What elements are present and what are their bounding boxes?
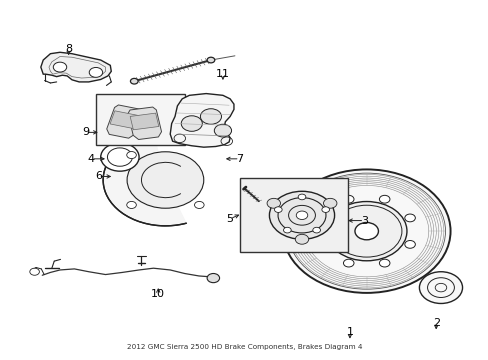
Circle shape [323, 198, 336, 208]
Circle shape [126, 201, 136, 208]
Text: 7: 7 [236, 154, 243, 164]
Text: 2012 GMC Sierra 2500 HD Brake Components, Brakes Diagram 4: 2012 GMC Sierra 2500 HD Brake Components… [126, 344, 362, 350]
Circle shape [298, 194, 305, 200]
Text: 1: 1 [346, 327, 353, 337]
Circle shape [53, 62, 66, 72]
Text: 4: 4 [87, 154, 95, 164]
Text: 8: 8 [65, 45, 72, 54]
Circle shape [30, 268, 40, 275]
Circle shape [214, 124, 231, 137]
Circle shape [200, 109, 221, 124]
Text: 2: 2 [432, 318, 439, 328]
Polygon shape [130, 113, 159, 130]
Polygon shape [106, 105, 142, 138]
Circle shape [130, 78, 138, 84]
Text: 3: 3 [360, 216, 367, 226]
Polygon shape [41, 52, 111, 82]
Circle shape [266, 198, 280, 208]
Bar [239, 178, 347, 252]
Circle shape [274, 207, 282, 212]
Text: 5: 5 [226, 214, 233, 224]
Circle shape [343, 195, 353, 203]
Text: 11: 11 [216, 69, 229, 79]
Polygon shape [110, 111, 140, 129]
Circle shape [343, 259, 353, 267]
Text: 9: 9 [81, 127, 89, 138]
Circle shape [419, 272, 462, 303]
Circle shape [404, 240, 414, 248]
Circle shape [282, 170, 449, 293]
Text: 10: 10 [151, 289, 165, 298]
Wedge shape [154, 132, 230, 225]
Circle shape [312, 227, 320, 233]
Text: 6: 6 [95, 171, 102, 181]
Polygon shape [170, 94, 233, 147]
Circle shape [194, 201, 203, 208]
Circle shape [127, 152, 203, 208]
Circle shape [89, 67, 102, 77]
Circle shape [295, 234, 308, 244]
Circle shape [101, 143, 139, 171]
Circle shape [379, 195, 389, 203]
Circle shape [181, 116, 202, 131]
Circle shape [326, 202, 406, 261]
Circle shape [283, 227, 290, 233]
Circle shape [207, 57, 214, 63]
Circle shape [317, 240, 328, 248]
Circle shape [354, 222, 378, 240]
Circle shape [103, 134, 227, 226]
Circle shape [321, 207, 329, 212]
Circle shape [126, 152, 136, 159]
Circle shape [379, 259, 389, 267]
Bar [96, 94, 184, 145]
Circle shape [207, 274, 219, 283]
Circle shape [296, 211, 307, 220]
Circle shape [404, 214, 414, 222]
Circle shape [269, 191, 334, 239]
Circle shape [317, 214, 328, 222]
Polygon shape [128, 107, 161, 140]
